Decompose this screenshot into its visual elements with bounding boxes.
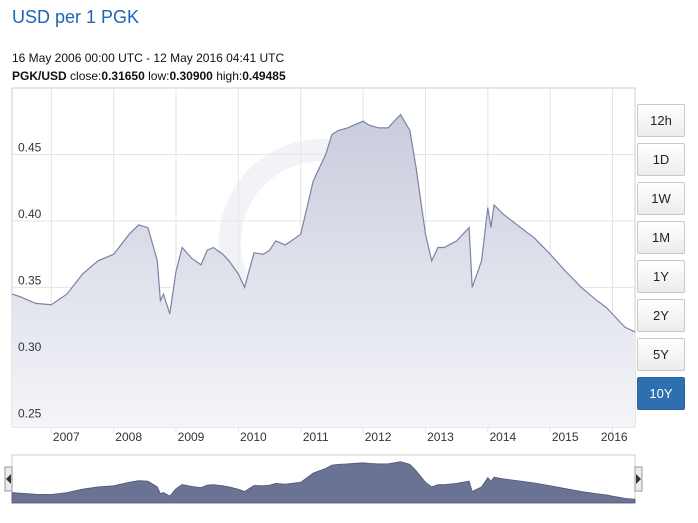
navigator-area	[11, 461, 636, 504]
x-tick-label: 2014	[489, 430, 516, 444]
low-value: 0.30900	[169, 69, 213, 83]
close-value: 0.31650	[101, 69, 145, 83]
close-label: close:	[70, 69, 102, 83]
x-tick-label: 2009	[178, 430, 205, 444]
y-tick-label: 0.35	[18, 273, 42, 287]
range-button-1w[interactable]: 1W	[637, 182, 685, 215]
navigator-right-arrow[interactable]	[636, 474, 641, 484]
range-selector: 12h 1D 1W 1M 1Y 2Y 5Y 10Y	[637, 104, 685, 416]
range-button-1y[interactable]: 1Y	[637, 260, 685, 293]
y-tick-label: 0.45	[18, 140, 42, 154]
high-label: high:	[216, 69, 243, 83]
y-axis-tick-labels: 0.25 0.30 0.35 0.40 0.45	[18, 140, 42, 420]
x-tick-label: 2012	[365, 430, 392, 444]
x-tick-label: 2011	[303, 430, 329, 444]
x-tick-label: 2013	[427, 430, 454, 444]
range-button-1d[interactable]: 1D	[637, 143, 685, 176]
x-tick-label: 2008	[115, 430, 142, 444]
navigator-left-arrow[interactable]	[6, 474, 11, 484]
range-button-2y[interactable]: 2Y	[637, 299, 685, 332]
y-tick-label: 0.30	[18, 340, 42, 354]
x-tick-label: 2016	[601, 430, 628, 444]
range-button-5y[interactable]: 5Y	[637, 338, 685, 371]
x-tick-label: 2010	[240, 430, 267, 444]
x-tick-label: 2007	[53, 430, 80, 444]
range-button-10y[interactable]: 10Y	[637, 377, 685, 410]
chart-title: USD per 1 PGK	[12, 7, 140, 27]
low-label: low:	[148, 69, 170, 83]
x-axis-tick-labels: 2007 2008 2009 2010 2011 2012 2013 2014 2015 2016	[53, 430, 628, 444]
y-tick-label: 0.25	[18, 406, 42, 420]
series-area	[12, 114, 635, 427]
y-tick-label: 0.40	[18, 207, 42, 221]
range-button-1m[interactable]: 1M	[637, 221, 685, 254]
series-line	[11, 113, 636, 333]
date-range: 16 May 2006 00:00 UTC - 12 May 2016 04:4…	[12, 51, 285, 65]
range-button-12h[interactable]: 12h	[637, 104, 685, 137]
pair-label: PGK/USD	[12, 69, 67, 83]
high-value: 0.49485	[242, 69, 286, 83]
price-stats: PGK/USD close:0.31650 low:0.30900 high:0…	[12, 69, 286, 83]
x-tick-label: 2015	[552, 430, 579, 444]
